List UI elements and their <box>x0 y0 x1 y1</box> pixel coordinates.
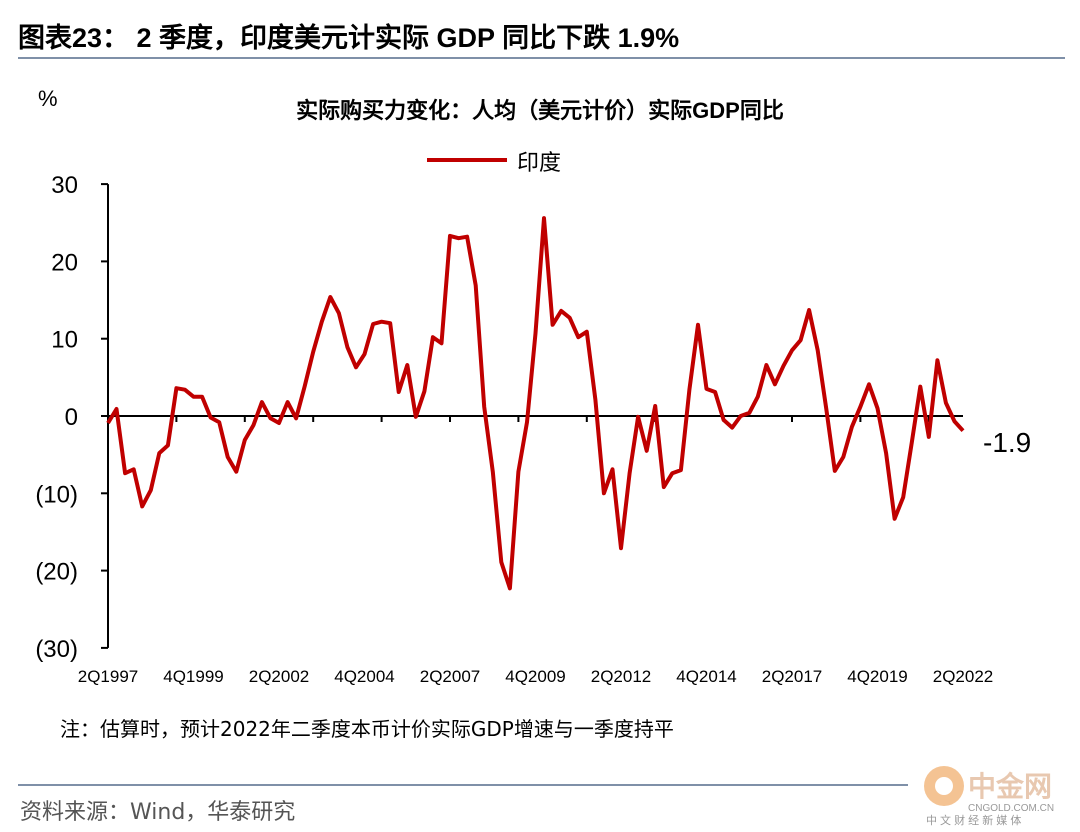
y-tick-label: (20) <box>35 559 78 586</box>
x-tick-label: 4Q2019 <box>847 667 908 686</box>
x-tick-label: 2Q2022 <box>933 667 994 686</box>
y-tick-label: 30 <box>51 172 78 199</box>
x-tick-label: 2Q2017 <box>762 667 823 686</box>
watermark-sub: 中 文 财 经 新 媒 体 <box>926 813 1021 827</box>
y-tick-label: (30) <box>35 636 78 663</box>
y-axis-unit: % <box>38 86 58 111</box>
x-tick-label: 4Q2009 <box>505 667 566 686</box>
x-tick-label: 2Q2007 <box>420 667 481 686</box>
watermark-logo: 中金网 CNGOLD.COM.CN 中 文 财 经 新 媒 体 <box>922 758 1072 828</box>
x-tick-label: 4Q2004 <box>334 667 395 686</box>
y-tick-label: 10 <box>51 327 78 354</box>
x-tick-label: 4Q1999 <box>163 667 224 686</box>
end-value-label: -1.9 <box>983 427 1031 458</box>
top-divider <box>18 57 1065 59</box>
watermark-url: CNGOLD.COM.CN <box>968 803 1054 814</box>
legend-label: 印度 <box>517 150 561 175</box>
x-tick-label: 2Q2002 <box>249 667 310 686</box>
x-tick-label: 2Q1997 <box>78 667 139 686</box>
source-text: 资料来源：Wind，华泰研究 <box>20 800 296 825</box>
watermark-circle-inner <box>935 777 953 795</box>
series-line-india <box>106 216 965 591</box>
y-tick-label: (10) <box>35 481 78 508</box>
y-tick-label: 20 <box>51 249 78 276</box>
bottom-divider <box>18 784 908 786</box>
chart-title: 实际购买力变化：人均（美元计价）实际GDP同比 <box>296 98 784 123</box>
figure-title: 图表23： 2 季度，印度美元计实际 GDP 同比下跌 1.9% <box>18 23 680 53</box>
x-tick-label: 2Q2012 <box>591 667 652 686</box>
x-tick-label: 4Q2014 <box>676 667 737 686</box>
chart-note: 注：估算时，预计2022年二季度本币计价实际GDP增速与一季度持平 <box>60 717 674 741</box>
watermark-name: 中金网 <box>968 770 1052 802</box>
y-tick-label: 0 <box>65 404 78 431</box>
